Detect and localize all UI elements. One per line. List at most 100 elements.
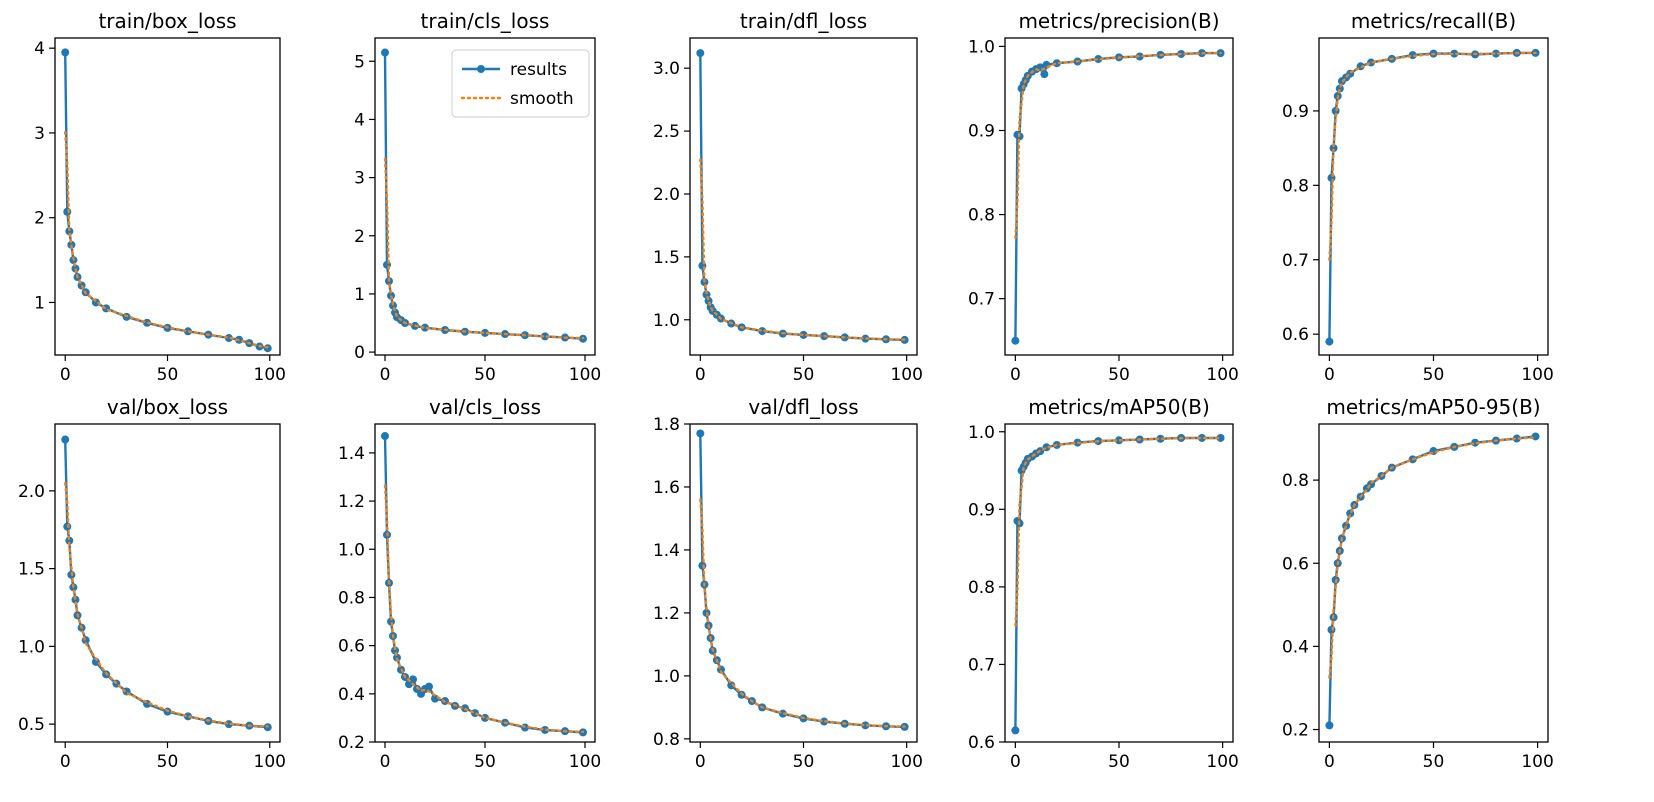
data-point [1011,336,1020,345]
y-tick-label: 0.4 [1282,637,1309,657]
series-line-smooth [1328,436,1537,679]
y-tick-label: 1.2 [653,604,680,624]
data-point [381,432,389,441]
y-tick-label: 2.0 [653,185,680,205]
x-tick-label: 100 [1521,752,1553,772]
legend-box [451,49,590,118]
y-tick-label: 0.6 [968,733,995,753]
y-tick-label: 0 [354,343,365,363]
y-tick-label: 1 [354,285,365,305]
data-point [1329,144,1338,153]
x-tick-label: 50 [793,365,815,385]
data-point [696,429,705,438]
y-tick-label: 0.2 [338,733,365,753]
y-tick-label: 1.0 [338,540,365,560]
x-tick-label: 100 [254,752,286,772]
x-tick-label: 0 [60,365,71,385]
y-tick-label: 1.0 [653,311,680,331]
x-tick-label: 0 [695,752,706,772]
x-tick-label: 0 [1010,365,1021,385]
y-tick-label: 1.0 [653,667,680,687]
y-tick-label: 0.8 [968,578,995,598]
x-tick-label: 50 [1108,752,1130,772]
chart-val-cls-loss: val/cls_loss 0 50 100 0.2 0.4 0.6 0.8 1.0 1.2 1.4 [338,395,601,772]
data-point [63,207,72,216]
chart-title: val/dfl_loss [748,395,858,419]
x-tick-label: 0 [60,752,71,772]
chart-metrics-map50-95: metrics/mAP50-95(B) 0 50 100 0.2 0.4 0.6 0.8 [1282,395,1554,772]
y-tick-label: 3 [34,124,45,144]
y-tick-label: 0.9 [968,500,995,520]
data-point [1197,433,1206,442]
data-point [61,48,70,57]
y-tick-label: 3.0 [653,59,680,79]
y-tick-label: 0.7 [1282,251,1309,271]
series-line-smooth [383,157,585,340]
data-point [758,327,767,336]
data-point [183,327,192,336]
series-line-smooth [1014,436,1222,627]
legend-smooth-label: smooth [510,89,574,109]
series-line-results [1014,436,1221,731]
data-point [65,227,74,236]
chart-train-dfl-loss: train/dfl_loss 0 50 100 1.0 1.5 2.0 2.5 3.0 [653,9,923,385]
series-line-results [699,53,905,342]
x-tick-label: 0 [380,752,391,772]
series-line-results [1014,51,1221,341]
y-tick-label: 2 [34,209,45,229]
axes-frame [689,423,918,743]
series-line-smooth [1014,51,1222,239]
series-line-smooth [63,481,269,728]
chart-title: train/cls_loss [421,9,550,33]
x-tick-label: 50 [1423,752,1445,772]
y-tick-label: 0.4 [338,685,365,705]
series-line-smooth [699,498,906,728]
data-point [698,561,707,570]
data-point [1156,434,1165,443]
y-tick-label: 2.5 [653,122,680,142]
data-point [425,682,433,691]
y-tick-label: 1.5 [653,248,680,268]
y-tick-label: 0.9 [1282,102,1309,122]
x-tick-label: 100 [569,752,601,772]
chart-title: val/cls_loss [429,395,541,419]
data-point [541,725,549,734]
y-tick-label: 1.4 [338,444,365,464]
x-tick-label: 100 [254,365,286,385]
x-tick-label: 0 [380,365,391,385]
x-tick-label: 100 [1206,365,1238,385]
axes-frame [1004,37,1234,356]
y-tick-label: 1.5 [18,560,45,580]
y-tick-label: 1.0 [968,423,995,443]
chart-metrics-recall: metrics/recall(B) 0 50 100 0.6 0.7 0.8 0.9 [1282,9,1554,385]
data-point [1335,84,1344,93]
y-tick-label: 1 [34,293,45,313]
data-point [696,49,705,58]
data-point [1327,625,1336,634]
data-point [1042,60,1051,69]
x-tick-label: 50 [157,365,179,385]
chart-title: metrics/recall(B) [1351,9,1516,33]
y-tick-label: 4 [354,110,365,130]
data-point [1325,337,1334,346]
x-tick-label: 0 [1324,752,1335,772]
y-tick-label: 0.6 [1282,554,1309,574]
y-tick-label: 5 [354,52,365,72]
series-line-smooth [63,130,269,349]
legend-results-marker [477,65,485,73]
x-tick-label: 100 [569,365,601,385]
chart-title: metrics/mAP50(B) [1028,395,1210,419]
legend: results smooth [451,49,590,118]
y-tick-label: 1.6 [653,478,680,498]
y-tick-label: 0.7 [968,655,995,675]
y-tick-label: 0.8 [1282,176,1309,196]
data-point [1450,49,1459,58]
chart-train-cls-loss: train/cls_loss 0 50 100 0 1 2 3 4 5 results smooth [354,9,601,385]
x-tick-label: 50 [474,365,496,385]
x-tick-label: 0 [1324,365,1335,385]
x-tick-label: 50 [1108,365,1130,385]
legend-results-label: results [510,60,567,80]
chart-metrics-precision: metrics/precision(B) 0 50 100 0.7 0.8 0.9 1.0 [968,9,1239,385]
data-point [541,332,549,341]
